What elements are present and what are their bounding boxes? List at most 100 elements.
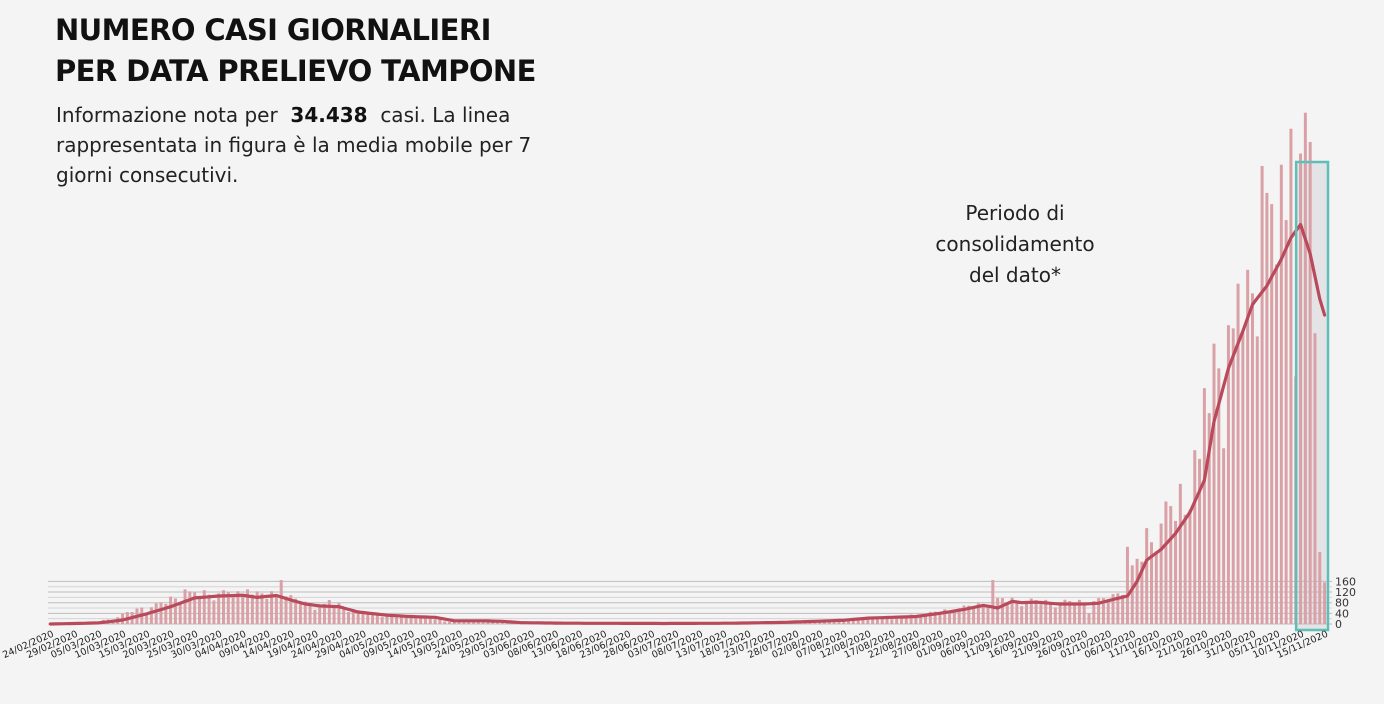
daily-bar <box>236 591 240 624</box>
daily-bar <box>1049 603 1053 624</box>
daily-bar <box>1130 565 1134 624</box>
daily-bar <box>265 598 269 624</box>
daily-bar <box>351 610 355 624</box>
daily-bar <box>467 621 471 624</box>
daily-bar <box>1125 546 1129 624</box>
daily-bar <box>212 600 216 624</box>
daily-bar <box>1077 599 1081 624</box>
daily-bar <box>1226 325 1230 624</box>
daily-bar <box>371 612 375 624</box>
daily-bar <box>274 594 278 624</box>
daily-bar <box>322 603 326 624</box>
daily-bar <box>313 609 317 624</box>
daily-bar <box>303 601 307 624</box>
daily-bar <box>1303 112 1307 624</box>
daily-bar <box>976 603 980 624</box>
daily-bar <box>332 607 336 624</box>
daily-bar <box>1275 264 1279 624</box>
daily-bar <box>933 611 937 624</box>
y-tick-label: 120 <box>1335 586 1356 599</box>
daily-bar <box>270 591 274 624</box>
daily-bar <box>1323 582 1327 624</box>
daily-bar <box>1020 606 1024 624</box>
daily-bar <box>1000 598 1004 624</box>
annotation-line-2: consolidamento <box>935 232 1095 256</box>
daily-bar <box>837 620 841 624</box>
daily-bar <box>1299 153 1303 624</box>
daily-bar <box>991 580 995 624</box>
chart-title-line-1: NUMERO CASI GIORNALIERI <box>55 13 491 47</box>
chart-title: NUMERO CASI GIORNALIERI PER DATA PRELIEV… <box>55 10 536 92</box>
daily-bar <box>1087 613 1091 624</box>
daily-bar <box>178 602 182 624</box>
daily-bar <box>390 614 394 624</box>
daily-bar <box>308 605 312 624</box>
daily-bar <box>1145 528 1149 624</box>
daily-bar <box>452 621 456 624</box>
daily-bar <box>222 590 225 624</box>
daily-bar <box>1029 598 1033 624</box>
daily-bar <box>1010 597 1014 624</box>
daily-bar <box>260 593 264 624</box>
daily-bar <box>1116 593 1120 624</box>
daily-bar <box>433 619 437 624</box>
daily-bar <box>337 603 341 624</box>
daily-bar <box>428 616 432 624</box>
daily-bar <box>1265 192 1269 624</box>
daily-bar <box>957 608 961 624</box>
daily-bar <box>866 617 870 624</box>
y-tick-label: 160 <box>1335 575 1356 588</box>
daily-bar <box>472 621 476 624</box>
daily-bar <box>1106 601 1110 624</box>
daily-bar <box>1024 600 1028 624</box>
daily-bar <box>1250 293 1254 624</box>
daily-bar <box>1068 600 1072 624</box>
daily-bar <box>1236 283 1240 624</box>
daily-bar <box>1270 204 1274 625</box>
daily-bar <box>342 607 346 624</box>
daily-bar <box>1169 506 1173 624</box>
daily-bar <box>188 591 192 624</box>
daily-bar <box>1111 594 1115 624</box>
daily-bar <box>1178 483 1182 624</box>
daily-bar <box>1005 602 1009 624</box>
daily-bar <box>1073 604 1077 624</box>
daily-bar <box>284 596 288 624</box>
daily-bar <box>899 615 903 624</box>
daily-bar <box>347 612 351 624</box>
daily-bar <box>1279 164 1283 625</box>
daily-bar <box>1241 332 1245 624</box>
daily-bar <box>851 619 855 624</box>
daily-bar <box>375 615 379 624</box>
daily-bar <box>414 618 418 624</box>
chart-title-line-2: PER DATA PRELIEVO TAMPONE <box>55 54 536 88</box>
daily-bar <box>952 612 956 624</box>
daily-bar <box>399 616 403 624</box>
daily-bar <box>885 618 889 624</box>
daily-bar <box>981 605 985 624</box>
daily-bar <box>149 607 153 624</box>
consolidation-annotation: Periodo di consolidamento del dato* <box>905 198 1125 291</box>
daily-bar <box>996 597 1000 624</box>
daily-bar <box>1255 336 1259 624</box>
daily-bar <box>1140 561 1144 624</box>
daily-bar <box>1313 333 1317 624</box>
daily-bar <box>250 594 254 624</box>
daily-bar <box>404 615 408 624</box>
daily-bar <box>1058 602 1062 624</box>
daily-bar <box>226 592 230 624</box>
daily-bar <box>289 595 293 624</box>
daily-bar <box>164 604 168 624</box>
annotation-line-1: Periodo di <box>965 201 1065 225</box>
daily-bar <box>1174 520 1178 624</box>
daily-bar <box>1222 448 1226 624</box>
daily-bar <box>1260 165 1264 624</box>
moving-average-line <box>48 223 1327 626</box>
daily-bar <box>880 617 884 624</box>
annotation-line-3: del dato* <box>969 263 1061 287</box>
daily-bar <box>938 612 942 624</box>
daily-bar <box>1212 343 1216 624</box>
daily-bar <box>1092 601 1096 624</box>
daily-bar <box>423 616 427 624</box>
daily-bar <box>443 621 447 624</box>
